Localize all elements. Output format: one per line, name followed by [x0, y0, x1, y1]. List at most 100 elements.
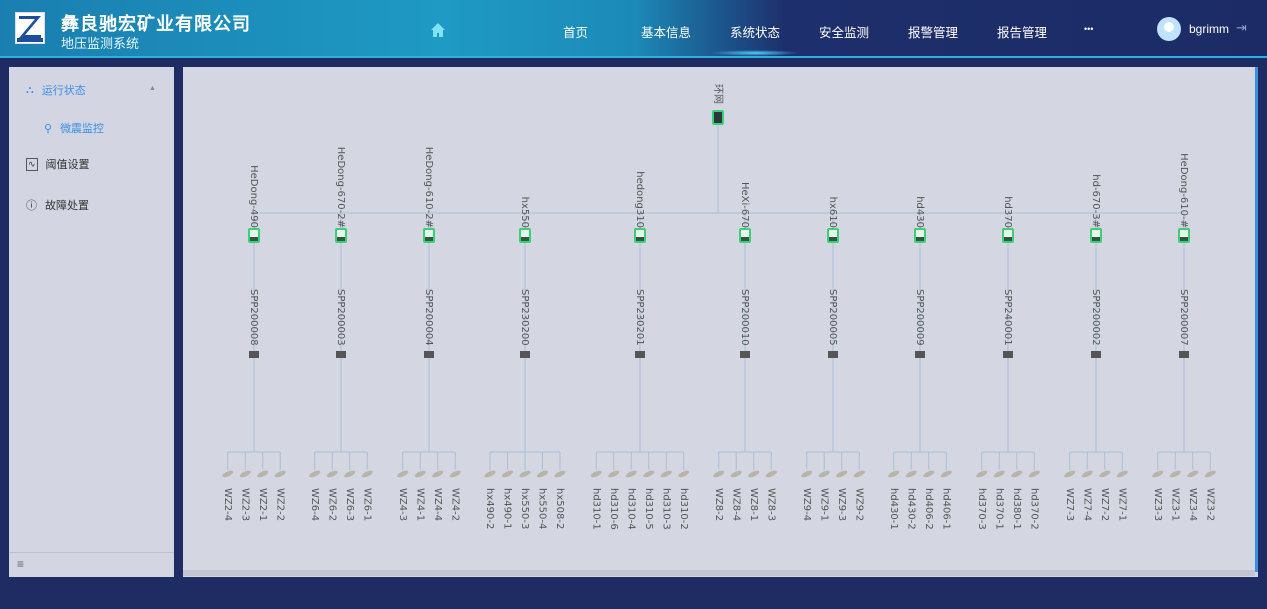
sensor-icon[interactable]	[1204, 469, 1217, 479]
gateway-icon[interactable]	[520, 351, 530, 358]
sensor-icon[interactable]	[818, 469, 831, 479]
sensor-icon[interactable]	[449, 469, 462, 479]
nav-basic-info[interactable]: 基本信息	[641, 26, 692, 40]
sensor-icon[interactable]	[274, 469, 287, 479]
station-node-base[interactable]	[1004, 237, 1012, 241]
gateway-label: SPP200005	[827, 289, 838, 346]
sensor-icon[interactable]	[519, 469, 532, 479]
root-switch-icon[interactable]	[712, 110, 724, 125]
sensor-icon[interactable]	[800, 469, 813, 479]
station-label: hx610	[827, 197, 838, 228]
gateway-icon[interactable]	[249, 351, 259, 358]
sensor-icon[interactable]	[1098, 469, 1111, 479]
nav-alarm-management[interactable]: 报警管理	[908, 26, 959, 40]
station-node-base[interactable]	[250, 237, 258, 241]
sensor-icon[interactable]	[1169, 469, 1182, 479]
sensor-icon[interactable]	[590, 469, 603, 479]
sensor-icon[interactable]	[1116, 469, 1129, 479]
sensor-icon[interactable]	[484, 469, 497, 479]
horizontal-scrollbar[interactable]	[183, 570, 1255, 576]
nav-system-status[interactable]: 系统状态	[709, 22, 801, 56]
username[interactable]: bgrimm	[1189, 22, 1230, 36]
sensor-icon[interactable]	[712, 469, 725, 479]
avatar[interactable]	[1157, 17, 1181, 41]
sensor-icon[interactable]	[905, 469, 918, 479]
sensor-icon[interactable]	[1151, 469, 1164, 479]
station-node-base[interactable]	[337, 237, 345, 241]
station-node-base[interactable]	[1180, 237, 1188, 241]
sensor-icon[interactable]	[660, 469, 673, 479]
system-name: 地压监测系统	[61, 36, 140, 51]
station-label: HeDong-610-#	[1178, 153, 1189, 228]
sensor-icon[interactable]	[326, 469, 339, 479]
sensor-icon[interactable]	[1063, 469, 1076, 479]
menu-icon[interactable]: ≡	[9, 552, 174, 577]
sensor-icon[interactable]	[1186, 469, 1199, 479]
sensor-icon[interactable]	[747, 469, 760, 479]
vertical-scrollbar[interactable]	[1255, 67, 1258, 572]
sensor-icon[interactable]	[414, 469, 427, 479]
gateway-icon[interactable]	[915, 351, 925, 358]
nav-more[interactable]: •••	[1084, 24, 1094, 34]
sensor-icon[interactable]	[922, 469, 935, 479]
logout-icon[interactable]: ⇥	[1236, 20, 1247, 35]
sensor-icon[interactable]	[536, 469, 549, 479]
sensor-icon[interactable]	[361, 469, 374, 479]
gateway-icon[interactable]	[336, 351, 346, 358]
sensor-icon[interactable]	[835, 469, 848, 479]
station-node-base[interactable]	[829, 237, 837, 241]
sensor-icon[interactable]	[607, 469, 620, 479]
sensor-icon[interactable]	[853, 469, 866, 479]
sidebar-item-label: 故障处置	[45, 200, 89, 212]
sensor-label: hd370-1	[993, 488, 1004, 530]
sidebar-item-microseismic[interactable]: ⚲ 微震监控	[44, 120, 104, 136]
station-node-base[interactable]	[521, 237, 529, 241]
sensor-icon[interactable]	[431, 469, 444, 479]
station-node-base[interactable]	[1092, 237, 1100, 241]
gateway-icon[interactable]	[635, 351, 645, 358]
gateway-icon[interactable]	[740, 351, 750, 358]
gateway-icon[interactable]	[1003, 351, 1013, 358]
gateway-icon[interactable]	[828, 351, 838, 358]
alert-circle-icon: ⓘ	[26, 200, 37, 212]
station-label: hd370	[1002, 196, 1013, 228]
sensor-icon[interactable]	[730, 469, 743, 479]
sensor-icon[interactable]	[221, 469, 234, 479]
sensor-label: hd406-2	[923, 488, 934, 530]
nav-home[interactable]: 首页	[563, 26, 589, 40]
sensor-label: WZ4-4	[432, 488, 443, 521]
home-icon[interactable]	[430, 22, 446, 38]
sidebar-item-threshold[interactable]: ∿ 阈值设置	[26, 156, 90, 172]
sensor-icon[interactable]	[765, 469, 778, 479]
sensor-icon[interactable]	[940, 469, 953, 479]
sidebar-item-fault[interactable]: ⓘ 故障处置	[26, 197, 89, 213]
sensor-icon[interactable]	[256, 469, 269, 479]
sensor-icon[interactable]	[554, 469, 567, 479]
caret-up-icon[interactable]: ▲	[149, 85, 156, 92]
sensor-icon[interactable]	[677, 469, 690, 479]
station-node-base[interactable]	[916, 237, 924, 241]
sensor-icon[interactable]	[993, 469, 1006, 479]
sensor-icon[interactable]	[1010, 469, 1023, 479]
sensor-icon[interactable]	[396, 469, 409, 479]
sensor-icon[interactable]	[642, 469, 655, 479]
sensor-icon[interactable]	[1081, 469, 1094, 479]
gateway-icon[interactable]	[424, 351, 434, 358]
sensor-icon[interactable]	[975, 469, 988, 479]
station-node-base[interactable]	[636, 237, 644, 241]
sensor-icon[interactable]	[343, 469, 356, 479]
sensor-icon[interactable]	[308, 469, 321, 479]
gateway-icon[interactable]	[1179, 351, 1189, 358]
gateway-icon[interactable]	[1091, 351, 1101, 358]
station-node-base[interactable]	[425, 237, 433, 241]
nav-safety-monitoring[interactable]: 安全监测	[819, 26, 870, 40]
sensor-label: WZ9-3	[836, 488, 847, 521]
sensor-icon[interactable]	[239, 469, 252, 479]
sensor-icon[interactable]	[501, 469, 514, 479]
sensor-icon[interactable]	[887, 469, 900, 479]
sensor-icon[interactable]	[625, 469, 638, 479]
nav-report-management[interactable]: 报告管理	[997, 26, 1048, 40]
sidebar-item-run-status[interactable]: ⛬ 运行状态	[26, 82, 86, 98]
station-node-base[interactable]	[741, 237, 749, 241]
sensor-icon[interactable]	[1028, 469, 1041, 479]
